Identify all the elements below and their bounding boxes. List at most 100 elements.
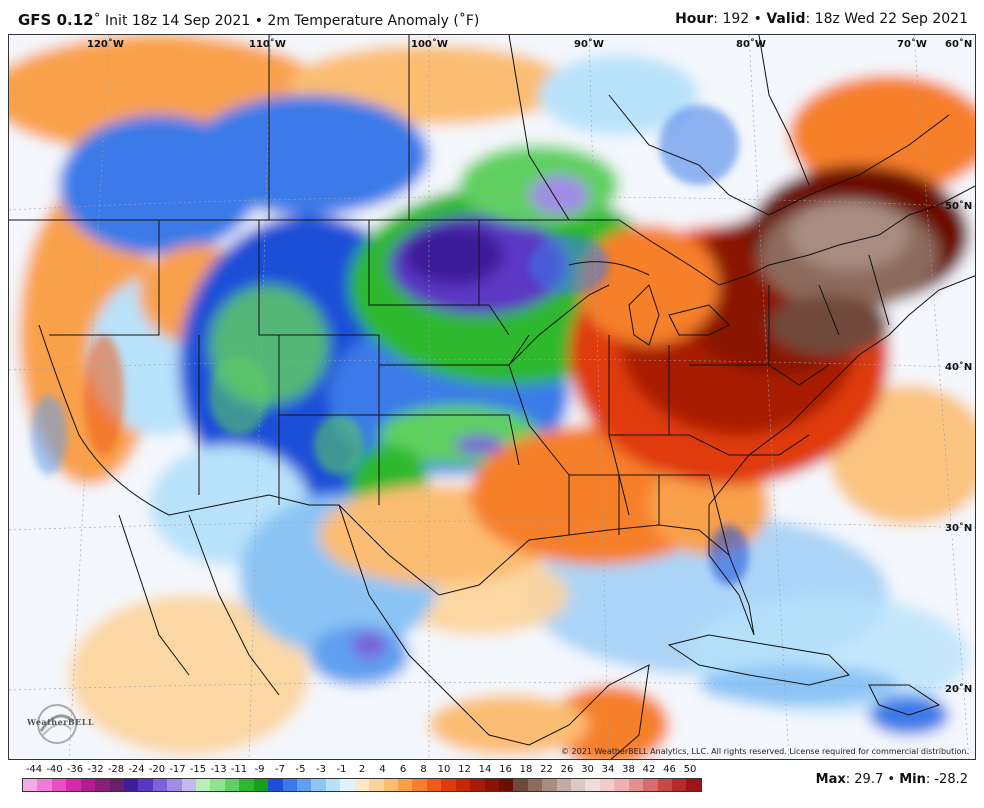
latitude-label: 50˚N — [945, 201, 973, 212]
legend-tick-label: 10 — [437, 764, 451, 775]
product-name: 2m Temperature Anomaly (˚F) — [267, 13, 480, 29]
legend-color-swatch — [282, 779, 298, 791]
longitude-label: 110˚W — [249, 39, 286, 50]
max-label: Max — [815, 772, 846, 787]
legend-tick-label: 2 — [358, 764, 366, 775]
latitude-label: 20˚N — [945, 684, 973, 695]
legend-tick-label: 30 — [581, 764, 594, 775]
copyright-notice: © 2021 WeatherBELL Analytics, LLC. All r… — [561, 747, 969, 756]
legend-color-swatch — [513, 779, 528, 791]
latitude-label: 40˚N — [945, 362, 973, 373]
legend-color-swatch — [210, 779, 225, 791]
legend-color-swatch — [23, 779, 38, 791]
latitude-label-top: 60˚N — [945, 39, 973, 50]
legend-color-swatch — [657, 779, 672, 791]
legend-tick-label: -7 — [275, 764, 285, 775]
legend-color-swatch — [224, 779, 240, 791]
legend-tick-label: -28 — [107, 764, 125, 775]
legend-color-swatch — [614, 779, 629, 791]
legend-color-swatch — [686, 779, 701, 791]
legend-color-swatch — [498, 779, 514, 791]
legend-color-swatch — [167, 779, 182, 791]
legend-tick-label: 26 — [560, 764, 574, 775]
legend-color-swatch — [542, 779, 557, 791]
legend-tick-label: 34 — [601, 764, 615, 775]
legend-color-swatch — [671, 779, 687, 791]
legend-tick-label: -32 — [87, 764, 104, 775]
legend-color-swatch — [37, 779, 52, 791]
legend-color-swatch — [253, 779, 269, 791]
weatherbell-logo: WeatherBELL — [27, 703, 95, 745]
legend-color-swatch — [51, 779, 67, 791]
valid-label: Valid — [766, 11, 806, 27]
legend-color-swatch — [123, 779, 139, 791]
legend-tick-label: -1 — [336, 764, 347, 775]
legend-tick-label: 16 — [499, 764, 512, 775]
logo-swirl-icon — [37, 704, 77, 744]
legend-color-swatch — [311, 779, 326, 791]
legend-tick-label: 12 — [458, 764, 471, 775]
legend-tick-label: -20 — [148, 764, 166, 775]
legend-tick-label: -17 — [169, 764, 186, 775]
model-name: GFS 0.12 — [18, 11, 94, 29]
legend-color-swatch — [643, 779, 658, 791]
legend-color-swatch — [426, 779, 442, 791]
valid-value: 18z Wed 22 Sep 2021 — [814, 11, 968, 27]
min-label: Min — [899, 772, 926, 787]
legend-color-swatch — [66, 779, 81, 791]
legend-tick-label: -9 — [254, 764, 265, 775]
latitude-label: 30˚N — [945, 523, 973, 534]
legend-tick-label: 14 — [478, 764, 492, 775]
legend-color-swatch — [239, 779, 254, 791]
longitude-label: 70˚W — [897, 39, 927, 50]
legend-color-swatch — [196, 779, 211, 791]
legend-color-swatch — [585, 779, 600, 791]
legend-tick-label: 8 — [420, 764, 427, 775]
legend-color-swatch — [628, 779, 644, 791]
legend-color-swatch — [268, 779, 283, 791]
longitude-label: 80˚W — [736, 39, 766, 50]
political-boundaries — [9, 35, 975, 759]
anomaly-detail-layer — [31, 105, 749, 585]
legend-tick-label: 50 — [683, 764, 697, 775]
logo-text: WeatherBELL — [27, 717, 95, 727]
legend-tick-label: -5 — [295, 764, 306, 775]
legend-color-swatch — [571, 779, 586, 791]
legend-color-swatch — [556, 779, 572, 791]
legend-color-swatch — [354, 779, 370, 791]
legend-color-swatch — [484, 779, 499, 791]
legend-color-swatch — [152, 779, 168, 791]
longitude-label: 100˚W — [411, 39, 448, 50]
legend-color-swatch — [181, 779, 197, 791]
legend-tick-label: 18 — [519, 764, 533, 775]
legend-color-swatch — [397, 779, 413, 791]
legend-tick-label: -13 — [210, 764, 227, 775]
legend-color-swatch — [297, 779, 312, 791]
anomaly-fill-layer — [9, 35, 975, 759]
init-time: Init 18z 14 Sep 2021 — [105, 13, 251, 29]
legend-tick-label: 46 — [663, 764, 676, 775]
legend-tick-labels: -44 -40 -36 -32 -28 -24 -20 -17 -15 -13 -11 -9 -7 -5-… — [22, 764, 702, 776]
legend-color-swatch — [599, 779, 615, 791]
legend-color-swatch — [109, 779, 124, 791]
legend-tick-label: -11 — [230, 764, 248, 775]
legend-color-swatch — [325, 779, 341, 791]
degree-mark: ˚ — [93, 13, 101, 29]
legend-color-swatch — [412, 779, 427, 791]
anomaly-map[interactable]: 120˚W 110˚W 100˚W 90˚W 80˚W 70˚W 60˚N 50… — [8, 34, 976, 760]
color-legend: -44 -40 -36 -32 -28 -24 -20 -17 -15 -13 -11 -9 -7 -5-… — [22, 764, 702, 794]
legend-tick-label: -15 — [189, 764, 207, 775]
legend-color-swatch — [470, 779, 485, 791]
header-left: GFS 0.12˚ Init 18z 14 Sep 2021 • 2m Temp… — [18, 11, 479, 29]
legend-color-swatch — [80, 779, 96, 791]
legend-color-swatch — [441, 779, 456, 791]
legend-tick-label: -36 — [66, 764, 84, 775]
legend-tick-label: -40 — [46, 764, 63, 775]
map-canvas — [9, 35, 975, 759]
legend-color-swatch — [455, 779, 471, 791]
graticule — [9, 35, 975, 759]
min-value: -28.2 — [934, 772, 968, 787]
legend-color-swatch — [340, 779, 355, 791]
legend-color-swatch — [383, 779, 398, 791]
bullet-separator: • — [753, 11, 762, 27]
